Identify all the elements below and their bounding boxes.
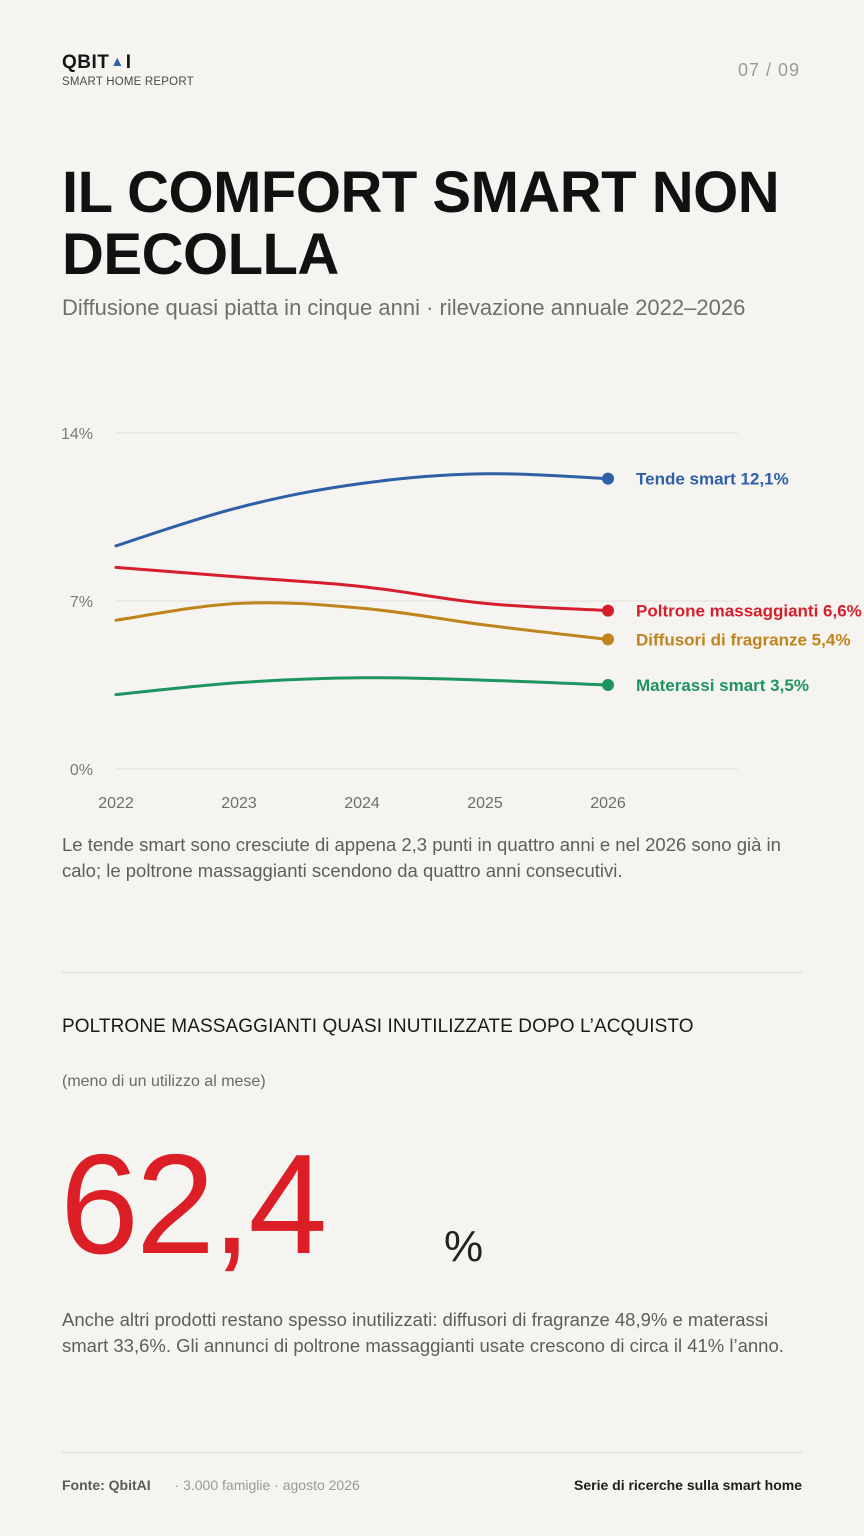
x-tick-label: 2023 [221, 795, 257, 812]
series-line [114, 676, 610, 697]
series-end-point [602, 633, 614, 646]
footer: Fonte: QbitAI · 3.000 famiglie · agosto … [62, 1477, 802, 1493]
x-tick-label: 2025 [467, 795, 503, 812]
line-chart: 14% 7% 0% 2022 2023 2024 2025 2026 Tende smart 1… [61, 426, 862, 812]
x-tick-label: 2024 [344, 795, 380, 812]
page-subtitle: Diffusione quasi piatta in cinque anni ·… [62, 295, 746, 320]
series-label: Tende smart 12,1% [636, 470, 789, 489]
brand: QBIT▲I SMART HOME REPORT [62, 52, 194, 88]
logo: QBIT▲I [62, 52, 132, 73]
big-stat-value: 62,4 [60, 1125, 327, 1284]
chart-caption: Le tende smart sono cresciute di appena … [62, 834, 781, 881]
y-tick-label: 7% [70, 594, 93, 611]
logo-triangle-icon: ▲ [110, 53, 125, 69]
series-label: Poltrone massaggianti 6,6% [636, 602, 862, 621]
series-line [114, 472, 610, 548]
section-title: POLTRONE MASSAGGIANTI QUASI INUTILIZZATE… [62, 1016, 694, 1037]
x-tick-label: 2022 [98, 795, 134, 812]
page-number: 07 / 09 [737, 60, 800, 80]
big-stat-unit: % [444, 1222, 484, 1271]
section-note: (meno di un utilizzo al mese) [62, 1073, 266, 1090]
x-tick-label: 2026 [590, 795, 626, 812]
series-line [114, 601, 610, 641]
divider [62, 972, 802, 973]
y-tick-label: 14% [61, 426, 93, 443]
footer-divider [62, 1452, 802, 1453]
y-tick-label: 0% [70, 762, 93, 779]
highlight-body: Anche altri prodotti restano spesso inut… [62, 1309, 784, 1356]
report-name: SMART HOME REPORT [62, 76, 194, 88]
series-end-point [602, 679, 614, 691]
series-end-point [602, 604, 614, 617]
series-label: Diffusori di fragranze 5,4% [636, 630, 850, 649]
series-end-point [602, 472, 614, 485]
series-label: Materassi smart 3,5% [636, 676, 809, 695]
series-name: Serie di ricerche sulla smart home [574, 1477, 802, 1493]
source: Fonte: QbitAI [62, 1477, 151, 1493]
page-title: IL COMFORT SMART NON DECOLLA [62, 160, 780, 287]
series-line [114, 565, 610, 613]
source-meta: · 3.000 famiglie · agosto 2026 [174, 1477, 360, 1493]
